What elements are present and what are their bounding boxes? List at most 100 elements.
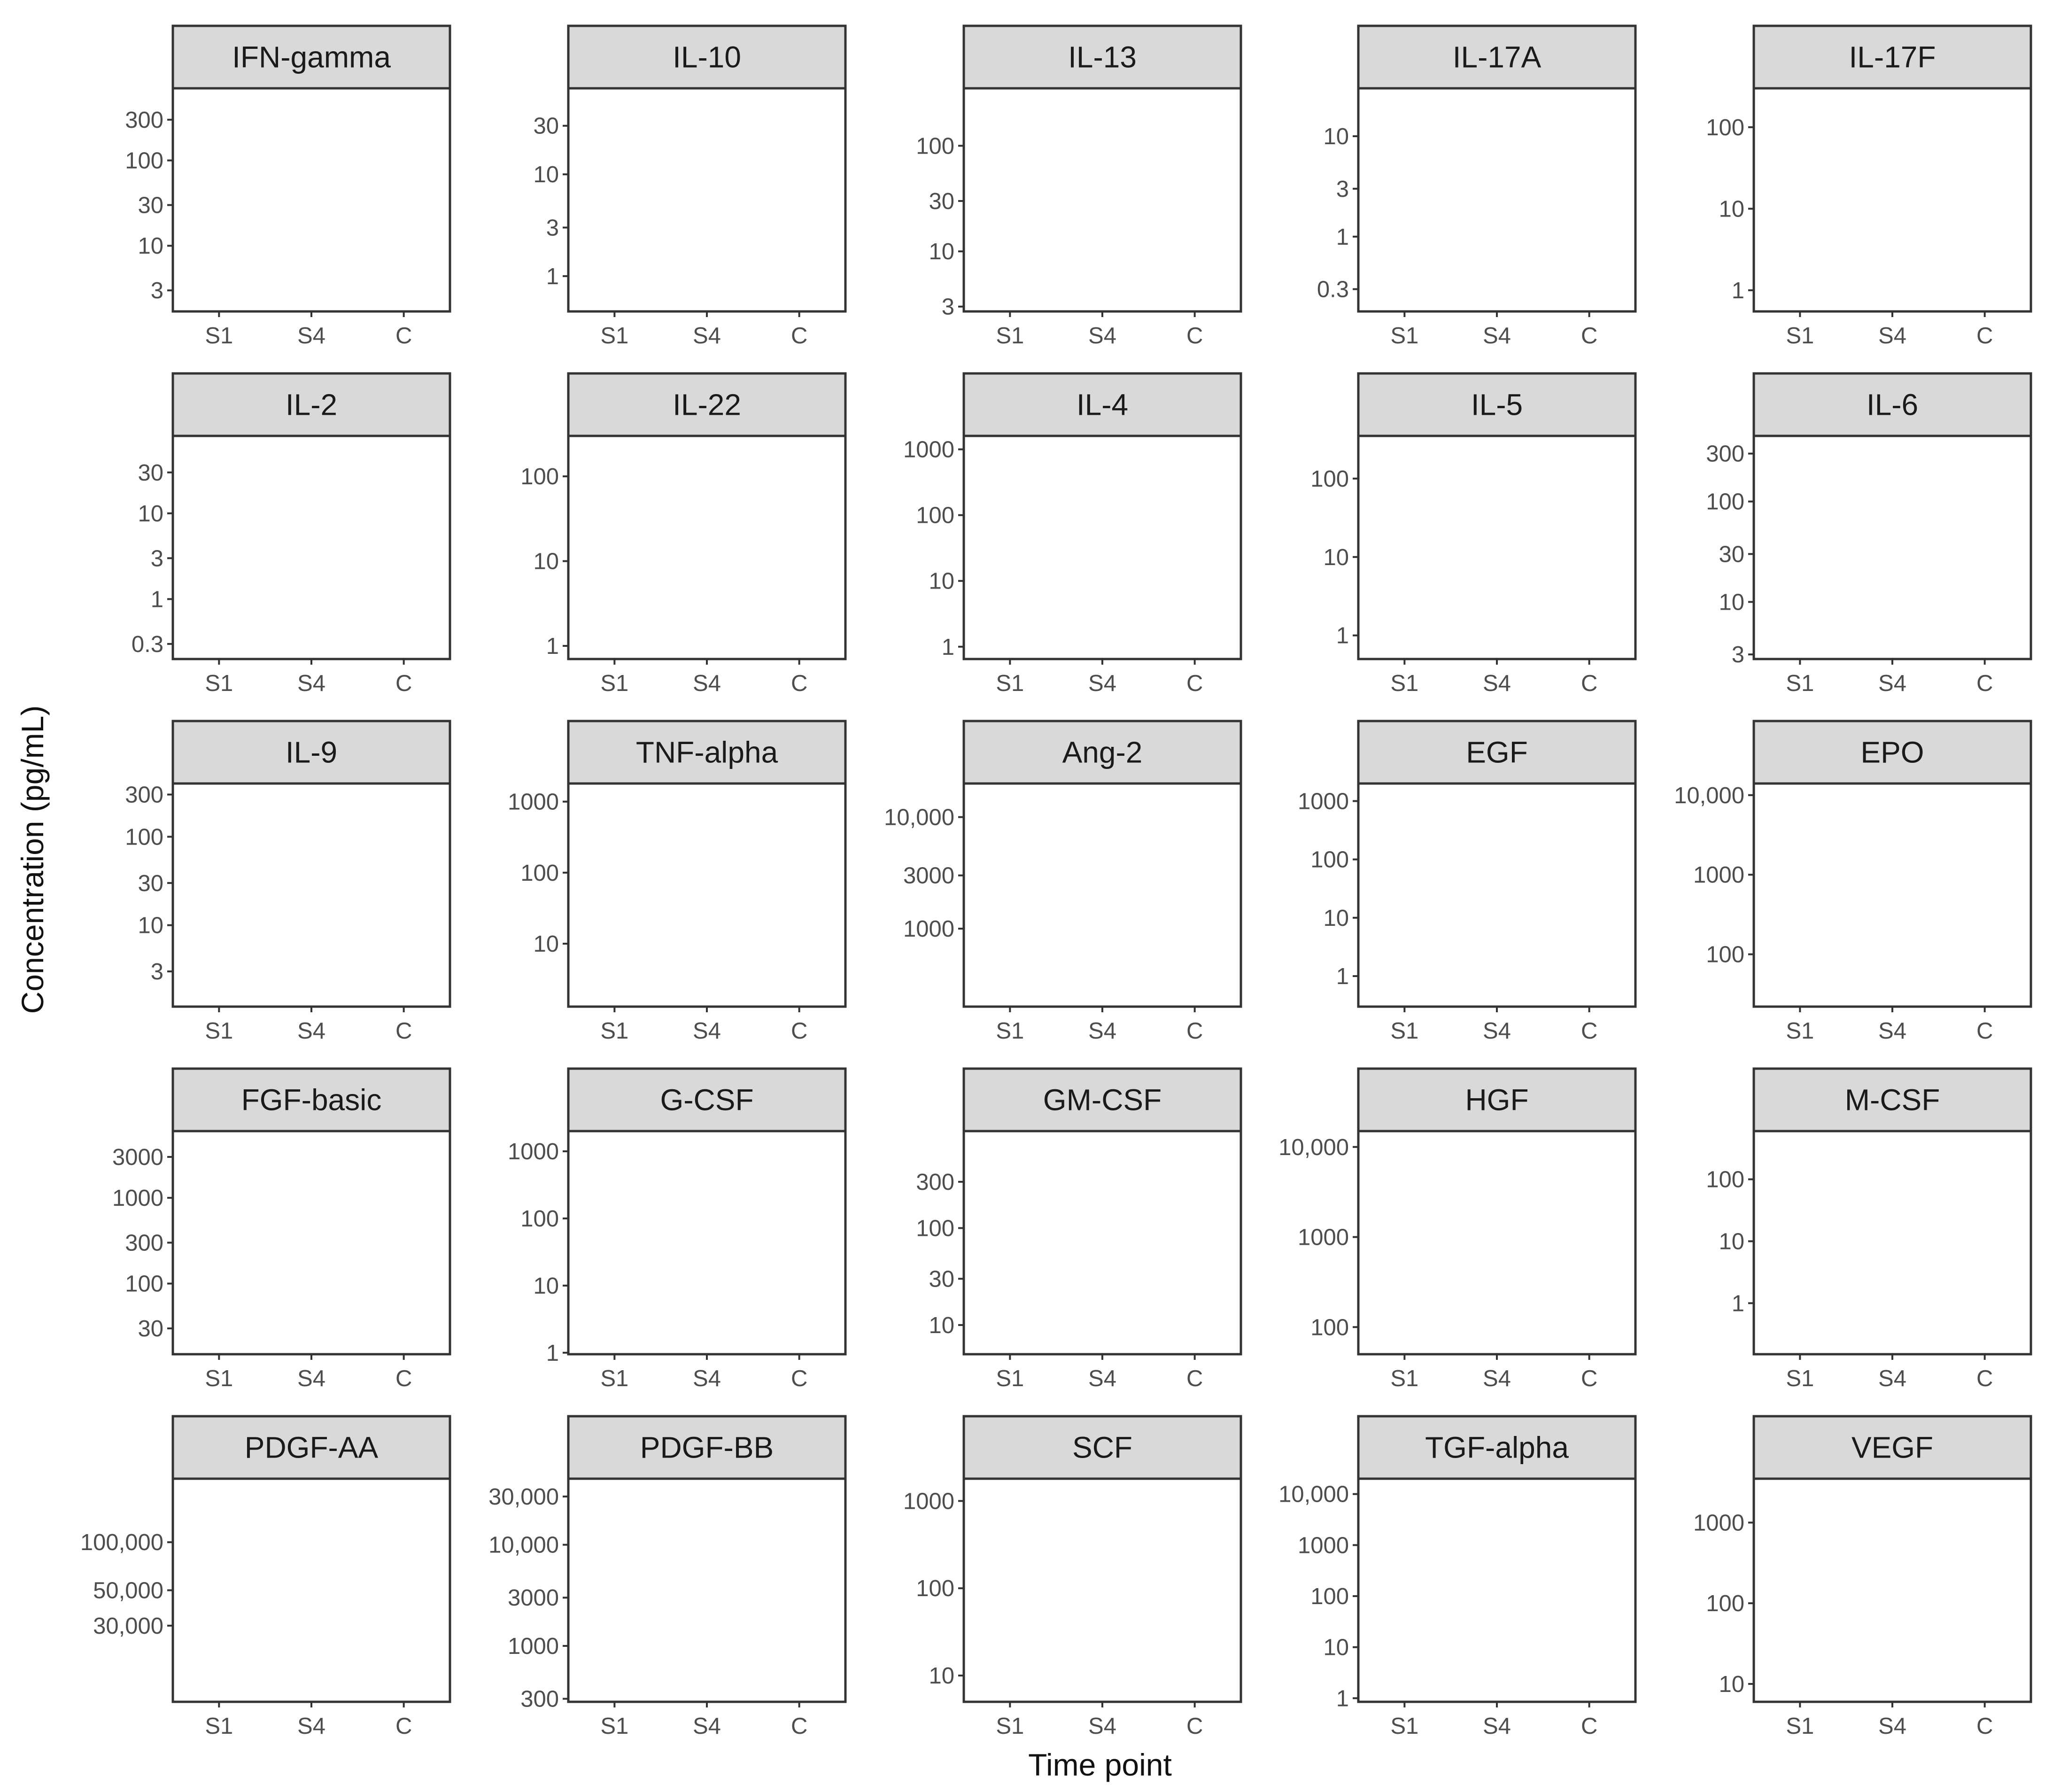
y-tick-label: 30 [138, 460, 163, 486]
panel-border [1752, 1130, 2032, 1356]
panel-title: IL-17F [1849, 40, 1936, 74]
panel-title: EGF [1466, 736, 1528, 769]
y-tick-label: 1000 [1693, 862, 1744, 888]
y-tick-label: 300 [125, 1231, 163, 1256]
x-tick-label: C [791, 671, 807, 696]
facet-panels: IFN-gamma31030100300nsnsS1S4CIL-10131030… [80, 24, 2032, 1739]
y-tick-label: 100 [1706, 1167, 1744, 1193]
panel-title: SCF [1072, 1431, 1132, 1465]
panel-border [171, 87, 451, 313]
y-tick-label: 10 [929, 239, 954, 264]
panel-title: VEGF [1851, 1431, 1933, 1465]
panel-title: TNF-alpha [636, 736, 778, 769]
x-tick-label: S1 [1390, 1366, 1418, 1391]
x-tick-label: C [395, 671, 412, 696]
x-tick-label: S4 [297, 671, 325, 696]
panel-vegf: VEGF101001000nsnsS1S4C [1693, 1415, 2032, 1739]
y-tick-label: 100 [916, 133, 954, 159]
strip [962, 24, 1242, 90]
panel-border [171, 1477, 451, 1703]
y-tick-label: 30,000 [93, 1614, 163, 1639]
panel-border [567, 1130, 847, 1356]
y-tick-label: 1 [546, 1341, 559, 1366]
x-tick-label: S4 [1878, 1714, 1906, 1739]
x-tick-label: S4 [693, 1714, 721, 1739]
x-tick-label: S4 [693, 1018, 721, 1044]
strip [171, 1067, 451, 1133]
panel-gm-csf: GM-CSF1030100300nsnsS1S4C [916, 1067, 1242, 1391]
x-tick-label: S1 [205, 1366, 233, 1391]
strip [171, 720, 451, 785]
y-tick-label: 3000 [508, 1585, 559, 1611]
x-tick-label: C [1976, 671, 1993, 696]
strip [962, 1067, 1242, 1133]
panel-border [1357, 434, 1637, 660]
y-tick-label: 10 [533, 549, 559, 574]
x-tick-label: C [1581, 671, 1597, 696]
x-tick-label: S4 [693, 1366, 721, 1391]
y-tick-label: 3 [546, 215, 559, 240]
y-tick-label: 10 [929, 569, 954, 594]
x-tick-label: S4 [297, 323, 325, 349]
y-tick-label: 300 [125, 783, 163, 808]
strip [567, 24, 847, 90]
x-tick-label: S1 [600, 1714, 628, 1739]
panel-title: FGF-basic [241, 1083, 382, 1117]
y-tick-label: 10,000 [884, 805, 954, 830]
strip [1752, 1067, 2032, 1133]
x-tick-label: S1 [205, 671, 233, 696]
panel-border [1752, 782, 2032, 1008]
panel-border [567, 87, 847, 313]
x-tick-label: C [395, 1714, 412, 1739]
y-tick-label: 10 [1719, 590, 1744, 615]
strip [1357, 1415, 1637, 1480]
x-tick-label: C [791, 1018, 807, 1044]
panel-title: IL-6 [1867, 388, 1918, 422]
x-tick-label: S4 [297, 1714, 325, 1739]
panel-border [962, 1477, 1242, 1703]
panel-title: HGF [1465, 1083, 1528, 1117]
panel-border [171, 1130, 451, 1356]
y-tick-label: 100 [1706, 489, 1744, 515]
y-tick-label: 1000 [508, 790, 559, 815]
y-tick-label: 10 [1719, 1229, 1744, 1254]
y-tick-label: 3000 [112, 1145, 163, 1170]
x-tick-label: C [1976, 1366, 1993, 1391]
y-tick-label: 1000 [508, 1139, 559, 1164]
panel-title: IL-5 [1471, 388, 1523, 422]
y-tick-label: 3 [1732, 642, 1744, 667]
strip [1357, 1067, 1637, 1133]
x-tick-label: S4 [1088, 1018, 1116, 1044]
strip [171, 24, 451, 90]
x-tick-label: S1 [600, 323, 628, 349]
panel-border [962, 434, 1242, 660]
y-tick-label: 30 [929, 1266, 954, 1292]
x-tick-label: S1 [996, 1714, 1024, 1739]
x-tick-label: S4 [1483, 1018, 1511, 1044]
x-tick-label: C [1186, 1714, 1203, 1739]
y-tick-label: 1000 [1298, 1533, 1349, 1558]
y-tick-label: 10 [1323, 1635, 1349, 1660]
panel-title: IL-10 [673, 40, 741, 74]
x-tick-label: S1 [1786, 1714, 1814, 1739]
x-tick-label: S4 [1878, 1366, 1906, 1391]
y-tick-label: 10 [138, 913, 163, 939]
panel-border [1752, 87, 2032, 313]
panel-il-17f: IL-17F110100nsnsS1S4C [1706, 24, 2032, 349]
y-tick-label: 3 [942, 295, 954, 320]
y-tick-label: 10,000 [1278, 1135, 1349, 1160]
x-tick-label: S1 [1786, 1366, 1814, 1391]
y-tick-label: 300 [125, 108, 163, 133]
y-axis-title: Concentration (pg/mL) [15, 706, 50, 1014]
panel-border [567, 782, 847, 1008]
x-tick-label: S1 [600, 671, 628, 696]
x-tick-label: S1 [205, 1018, 233, 1044]
y-tick-label: 100 [125, 1272, 163, 1297]
x-tick-label: S1 [600, 1018, 628, 1044]
